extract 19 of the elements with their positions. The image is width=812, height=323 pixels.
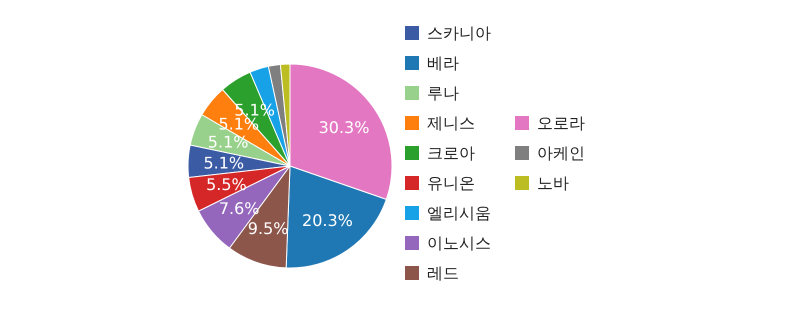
legend-label: 루나	[427, 84, 459, 102]
data-label: 5.1%	[203, 153, 244, 172]
legend-label: 스카니아	[427, 24, 491, 42]
legend-label: 노바	[537, 174, 569, 192]
legend-label: 아케인	[537, 144, 585, 162]
data-label: 9.5%	[248, 219, 288, 238]
legend-label: 엘리시움	[427, 204, 491, 222]
legend-label: 제니스	[427, 114, 475, 132]
data-label: 30.3%	[318, 118, 370, 138]
legend-label: 레드	[427, 264, 459, 282]
legend-label: 크로아	[427, 144, 475, 162]
legend-label: 베라	[427, 54, 459, 72]
data-label: 7.6%	[218, 199, 260, 218]
legend-label: 유니온	[427, 174, 475, 192]
data-label: 5.5%	[206, 175, 247, 194]
data-label: 5.1%	[208, 132, 248, 152]
data-label: 20.3%	[302, 211, 353, 230]
legend-label: 오로라	[537, 114, 585, 132]
legend-label: 이노시스	[427, 234, 491, 252]
